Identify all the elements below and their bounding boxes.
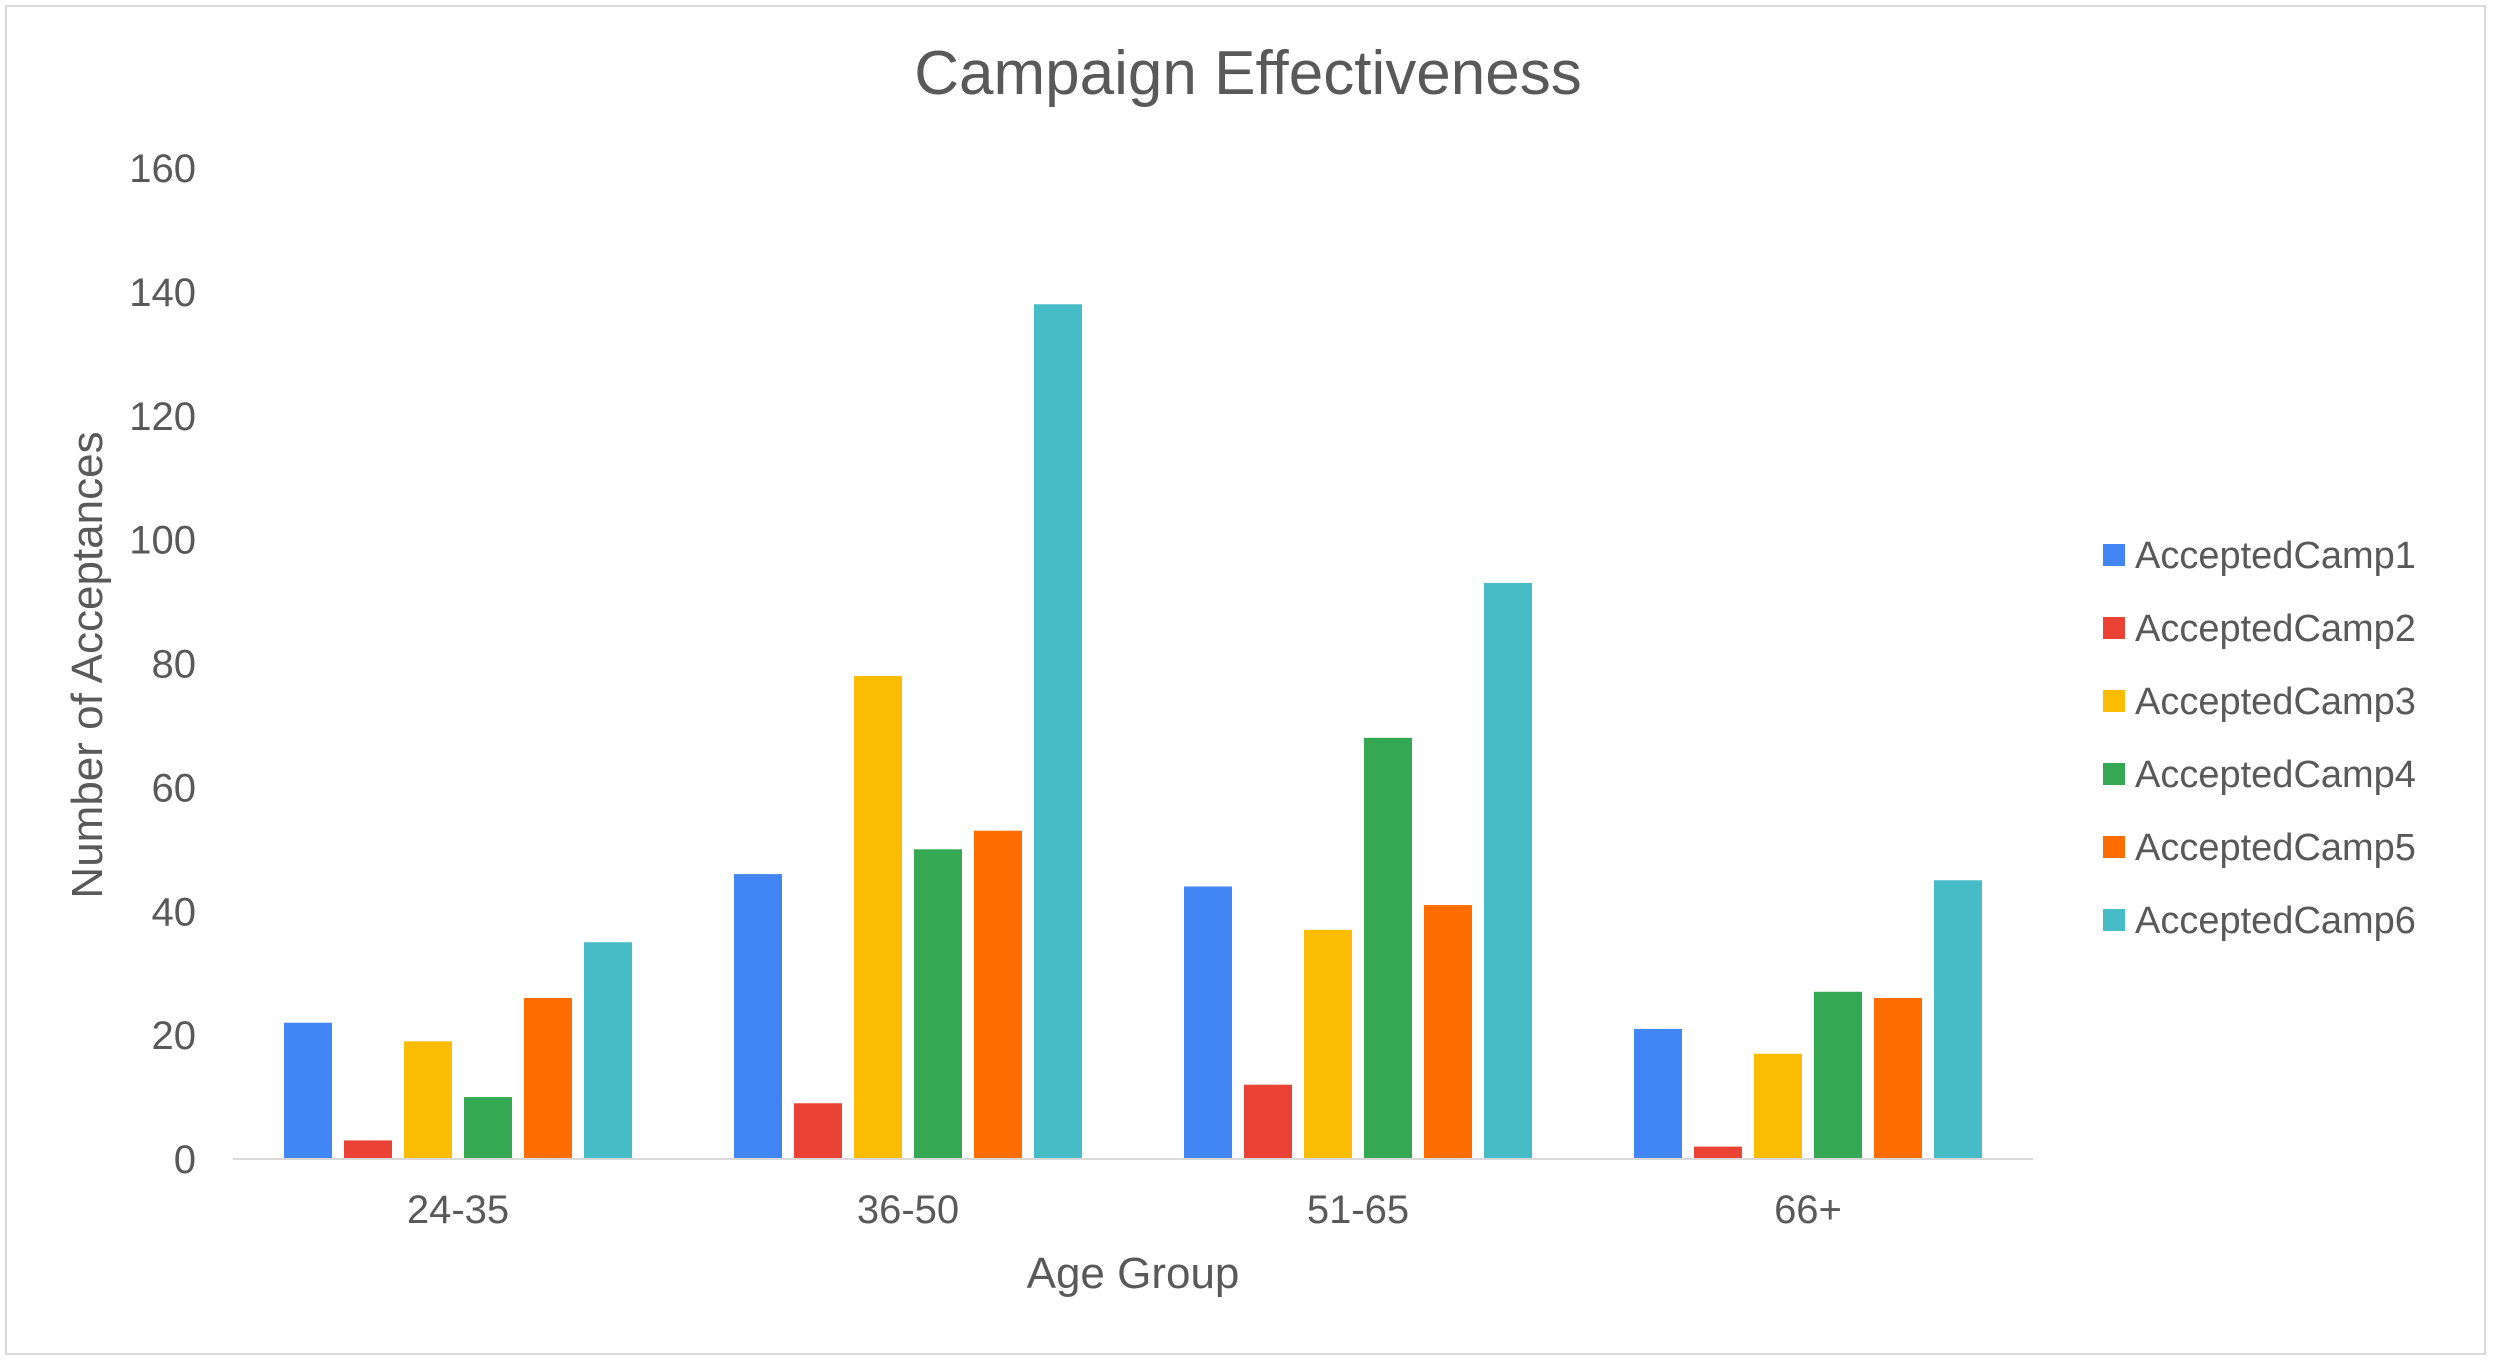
- x-tick-label: 66+: [1774, 1188, 1842, 1232]
- legend-swatch: [2103, 690, 2125, 712]
- x-axis-ticks: 24-35 36-50 51-65 66+: [407, 1188, 1842, 1232]
- legend-swatch: [2103, 909, 2125, 931]
- legend-label: AcceptedCamp5: [2135, 827, 2416, 869]
- bar-acceptedcamp4-51-65: [1364, 737, 1412, 1159]
- x-tick-label: 24-35: [407, 1188, 509, 1232]
- legend-swatch: [2103, 544, 2125, 566]
- legend-swatch: [2103, 763, 2125, 785]
- y-tick-label: 160: [129, 147, 196, 191]
- bar-acceptedcamp6-51-65: [1484, 582, 1532, 1159]
- y-tick-label: 80: [152, 643, 197, 687]
- bar-acceptedcamp6-36-50: [1034, 304, 1082, 1159]
- bar-acceptedcamp2-51-65: [1244, 1084, 1292, 1159]
- y-axis-ticks: 0 20 40 60 80 100 120 140 160: [129, 147, 196, 1182]
- bar-acceptedcamp3-51-65: [1304, 929, 1352, 1159]
- y-tick-label: 100: [129, 519, 196, 563]
- bar-acceptedcamp6-24-35: [584, 942, 632, 1159]
- bar-acceptedcamp5-36-50: [974, 830, 1022, 1159]
- legend-label: AcceptedCamp6: [2135, 900, 2416, 942]
- bar-acceptedcamp5-66plus: [1874, 997, 1922, 1159]
- bar-acceptedcamp2-66plus: [1694, 1146, 1742, 1159]
- y-tick-label: 140: [129, 271, 196, 315]
- x-tick-label: 36-50: [857, 1188, 959, 1232]
- bar-acceptedcamp3-24-35: [404, 1041, 452, 1159]
- x-tick-label: 51-65: [1307, 1188, 1409, 1232]
- bar-acceptedcamp5-51-65: [1424, 905, 1472, 1159]
- y-tick-label: 0: [174, 1138, 196, 1182]
- legend-label: AcceptedCamp2: [2135, 608, 2416, 650]
- x-axis-label: Age Group: [1027, 1249, 1240, 1298]
- bar-acceptedcamp1-36-50: [734, 874, 782, 1159]
- bar-acceptedcamp2-24-35: [344, 1140, 392, 1159]
- legend-swatch: [2103, 836, 2125, 858]
- bar-acceptedcamp1-66plus: [1634, 1028, 1682, 1159]
- bar-acceptedcamp5-24-35: [524, 997, 572, 1159]
- legend-label: AcceptedCamp3: [2135, 681, 2416, 723]
- bar-acceptedcamp2-36-50: [794, 1103, 842, 1159]
- legend-label: AcceptedCamp1: [2135, 535, 2416, 577]
- y-tick-label: 120: [129, 395, 196, 439]
- bar-acceptedcamp6-66plus: [1934, 880, 1982, 1159]
- legend: AcceptedCamp1 AcceptedCamp2 AcceptedCamp3 A…: [2103, 535, 2416, 942]
- y-tick-label: 60: [152, 766, 197, 810]
- y-tick-label: 40: [152, 890, 197, 934]
- y-tick-label: 20: [152, 1014, 197, 1058]
- chart-title: Campaign Effectiveness: [914, 39, 1581, 108]
- legend-swatch: [2103, 617, 2125, 639]
- y-axis-label: Number of Acceptances: [63, 431, 112, 898]
- legend-label: AcceptedCamp4: [2135, 754, 2416, 796]
- bars: [284, 304, 1982, 1159]
- bar-acceptedcamp4-24-35: [464, 1097, 512, 1159]
- bar-acceptedcamp4-66plus: [1814, 991, 1862, 1159]
- bar-acceptedcamp3-66plus: [1754, 1053, 1802, 1159]
- bar-acceptedcamp1-51-65: [1184, 886, 1232, 1159]
- bar-acceptedcamp4-36-50: [914, 849, 962, 1159]
- bar-acceptedcamp1-24-35: [284, 1022, 332, 1159]
- bar-acceptedcamp3-36-50: [854, 675, 902, 1159]
